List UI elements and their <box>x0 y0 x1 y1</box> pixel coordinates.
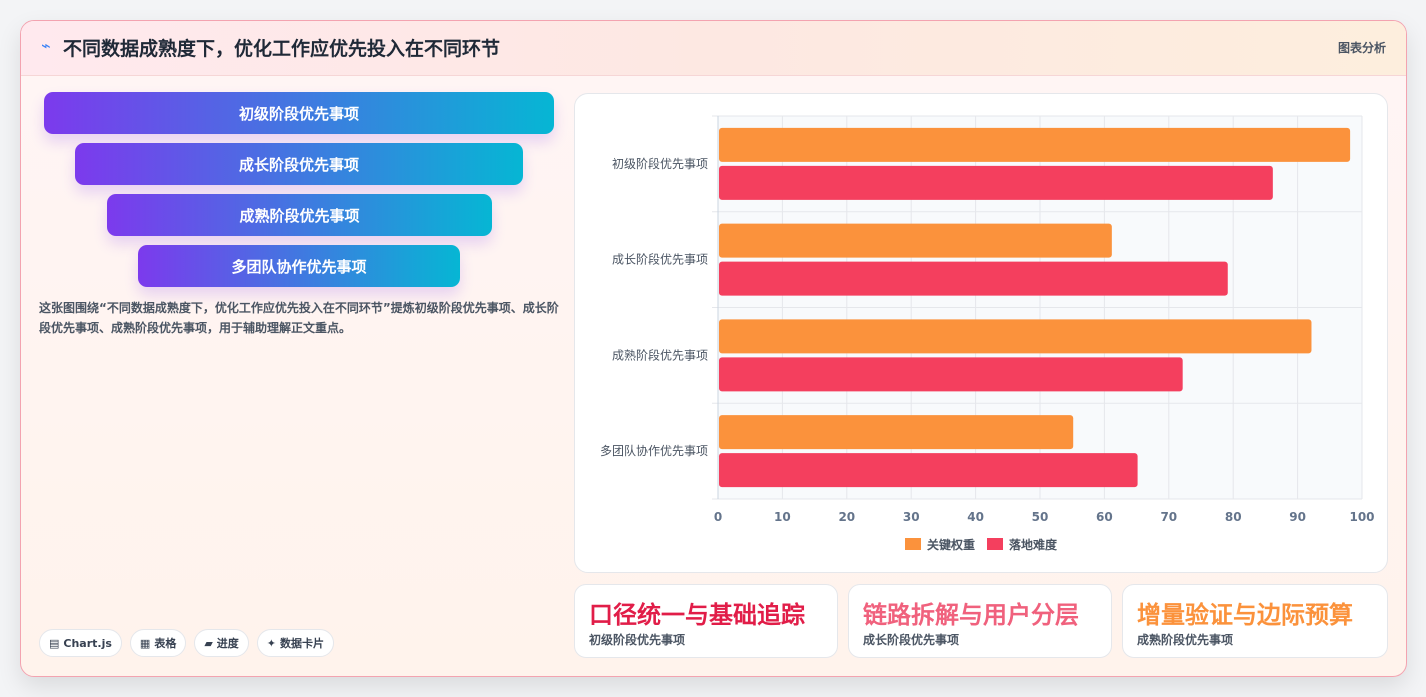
metric-title: 链路拆解与用户分层 <box>863 601 1079 629</box>
metric-subtitle: 初级阶段优先事项 <box>589 633 686 647</box>
x-tick-label: 70 <box>1160 510 1177 524</box>
chip-progress[interactable]: ▰ 进度 <box>194 629 249 657</box>
y-tick-label: 多团队协作优先事项 <box>600 443 708 458</box>
legend-label: 落地难度 <box>1009 537 1058 552</box>
x-tick-label: 10 <box>774 510 791 524</box>
card-header: ⌁ 不同数据成熟度下，优化工作应优先投入在不同环节 图表分析 <box>21 21 1406 76</box>
bar-key-weight <box>719 223 1112 258</box>
chip-data-card[interactable]: ✦ 数据卡片 <box>256 629 335 657</box>
funnel-item-1: 初级阶段优先事项 <box>44 92 554 134</box>
chip-label: 进度 <box>216 637 239 650</box>
funnel-item-label: 初级阶段优先事项 <box>238 104 359 123</box>
table-icon: ▦ <box>139 636 151 650</box>
funnel-item-label: 成熟阶段优先事项 <box>239 206 360 225</box>
chart-analysis-tag: 图表分析 <box>1337 41 1386 55</box>
progress-icon: ▰ <box>204 636 213 650</box>
bar-difficulty <box>719 357 1183 392</box>
y-tick-label: 成长阶段优先事项 <box>612 252 708 267</box>
metric-card-3: 增量验证与边际预算 成熟阶段优先事项 <box>1122 584 1388 658</box>
metric-title: 增量验证与边际预算 <box>1137 601 1353 629</box>
bar-difficulty <box>719 261 1228 296</box>
y-tick-label: 成熟阶段优先事项 <box>612 347 708 362</box>
y-tick-label: 初级阶段优先事项 <box>612 156 708 171</box>
funnel-item-label: 成长阶段优先事项 <box>238 155 359 174</box>
x-tick-label: 80 <box>1225 510 1242 524</box>
bar-key-weight <box>719 415 1074 450</box>
funnel-item-4: 多团队协作优先事项 <box>138 245 460 287</box>
chart-icon: ▤ <box>49 636 60 650</box>
chip-row: ▤ Chart.js ▦ 表格 ▰ 进度 ✦ 数据卡片 <box>39 629 335 657</box>
bar-difficulty <box>719 453 1138 488</box>
chip-chartjs[interactable]: ▤ Chart.js <box>39 629 122 657</box>
bar-chart: 0 10 20 30 40 50 60 70 80 90 100 初级阶段优先事项成长阶段优先事项成熟… <box>600 115 1375 552</box>
chip-table[interactable]: ▦ 表格 <box>129 629 187 657</box>
card-icon: ✦ <box>266 636 277 650</box>
analysis-card: ⌁ 不同数据成熟度下，优化工作应优先投入在不同环节 图表分析 初级阶段优先事项 … <box>20 20 1407 677</box>
description-text: 这张图围绕“不同数据成熟度下，优化工作应优先投入在不同环节”提炼初级阶段优先事项… <box>39 301 559 335</box>
x-tick-label: 60 <box>1096 510 1113 524</box>
spark-icon: ⌁ <box>41 36 51 55</box>
funnel-item-2: 成长阶段优先事项 <box>75 143 523 185</box>
chip-label: Chart.js <box>63 636 112 650</box>
x-tick-label: 100 <box>1349 510 1374 524</box>
metric-card-2: 链路拆解与用户分层 成长阶段优先事项 <box>848 584 1112 658</box>
bar-difficulty <box>719 165 1273 200</box>
legend-swatch <box>987 538 1003 550</box>
metric-subtitle: 成长阶段优先事项 <box>863 633 960 647</box>
bar-key-weight <box>719 127 1351 162</box>
chart-panel: 0 10 20 30 40 50 60 70 80 90 100 初级阶段优先事项 成长阶段优先事项 成熟… <box>574 93 1388 573</box>
x-tick-label: 20 <box>838 510 855 524</box>
x-tick-label: 50 <box>1032 510 1049 524</box>
legend-label: 关键权重 <box>927 537 975 552</box>
x-tick-label: 90 <box>1289 510 1306 524</box>
x-tick-label: 0 <box>714 510 722 524</box>
funnel-item-label: 多团队协作优先事项 <box>231 257 367 276</box>
funnel-item-3: 成熟阶段优先事项 <box>107 194 492 236</box>
legend-swatch <box>905 538 921 550</box>
metric-subtitle: 成熟阶段优先事项 <box>1137 633 1234 647</box>
chip-label: 表格 <box>154 637 177 650</box>
metric-title: 口径统一与基础追踪 <box>589 601 805 629</box>
bar-key-weight <box>719 319 1312 354</box>
chip-label: 数据卡片 <box>280 637 325 650</box>
metric-card-1: 口径统一与基础追踪 初级阶段优先事项 <box>574 584 838 658</box>
x-tick-label: 40 <box>967 510 984 524</box>
page-title: 不同数据成熟度下，优化工作应优先投入在不同环节 <box>63 38 501 60</box>
x-tick-label: 30 <box>903 510 920 524</box>
